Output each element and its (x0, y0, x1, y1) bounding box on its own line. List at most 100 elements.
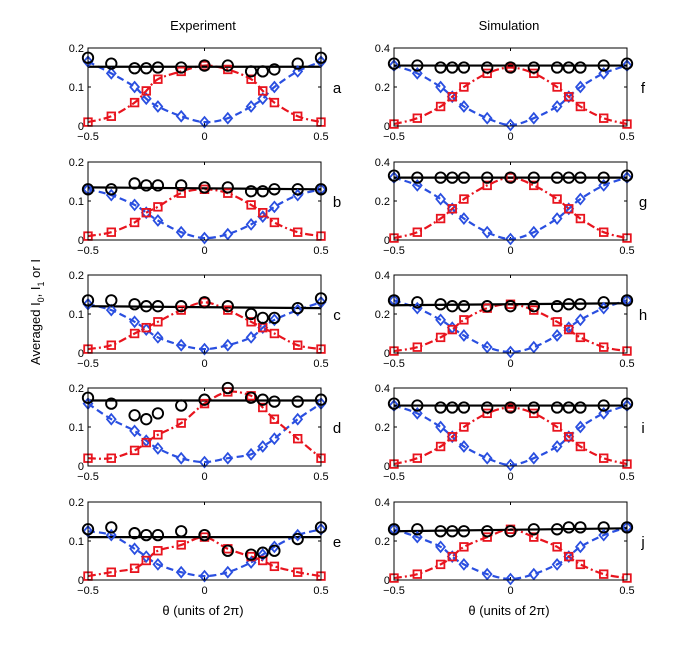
marker-I1 (245, 100, 257, 113)
fit-line-I (88, 186, 321, 191)
panel-letter: h (639, 307, 647, 324)
plot-area (88, 390, 321, 464)
column-title-experiment: Experiment (170, 18, 236, 33)
marker-I0 (459, 82, 469, 92)
marker-I0 (292, 433, 303, 444)
marker-I (550, 171, 564, 184)
y-axis-label-sub0: 0 (36, 297, 46, 302)
y-tick-label: 0 (384, 575, 390, 587)
axes-frame (87, 47, 322, 127)
marker-I (446, 525, 459, 538)
marker-I1 (563, 550, 575, 563)
marker-I1 (105, 303, 117, 317)
marker-I0 (153, 317, 163, 327)
column-title-simulation: Simulation (479, 18, 540, 33)
marker-I1 (598, 406, 610, 420)
y-tick-label: 0 (78, 121, 84, 133)
marker-I (175, 525, 188, 538)
x-axis-label-left: θ (units of 2π) (162, 603, 243, 618)
marker-I1 (528, 567, 540, 581)
marker-I0 (153, 430, 163, 440)
y-axis-label-sub1: 1 (36, 281, 46, 286)
marker-I0 (153, 74, 163, 84)
plot-area (394, 64, 627, 126)
y-tick-label: 0.2 (375, 422, 390, 434)
marker-I1 (292, 412, 304, 426)
marker-I (574, 171, 587, 184)
marker-I (562, 521, 575, 534)
marker-I1 (505, 232, 516, 246)
marker-I (504, 300, 517, 313)
x-tick-label: 0.5 (313, 358, 328, 370)
marker-I (527, 61, 540, 74)
marker-I0 (258, 402, 268, 413)
axes-frame (87, 161, 322, 241)
x-tick-label: 0 (507, 131, 513, 143)
fit-curve-I0 (88, 64, 321, 124)
y-tick-label: 0.2 (375, 82, 390, 94)
marker-I (175, 179, 188, 192)
fit-line-I (394, 527, 627, 533)
marker-I0 (435, 559, 446, 570)
marker-I0 (292, 227, 303, 237)
marker-I0 (482, 68, 492, 79)
marker-I1 (563, 430, 575, 444)
marker-I1 (199, 231, 210, 245)
marker-I (151, 529, 165, 542)
marker-I1 (129, 542, 141, 556)
marker-I0 (176, 540, 186, 550)
marker-I (434, 401, 447, 414)
marker-I0 (447, 204, 457, 214)
marker-I0 (599, 113, 609, 123)
fit-curve-I1 (88, 60, 321, 124)
axes-frame (87, 387, 322, 467)
marker-I (550, 401, 564, 414)
y-tick-label: 0 (78, 575, 84, 587)
marker-I (411, 523, 424, 536)
marker-I (198, 59, 211, 72)
marker-I (411, 399, 424, 412)
fit-line-I (394, 302, 627, 307)
marker-I1 (152, 442, 164, 455)
marker-I (527, 171, 540, 184)
marker-I0 (459, 542, 469, 552)
marker-I1 (458, 558, 470, 571)
marker-I (105, 397, 118, 410)
marker-I (446, 401, 459, 414)
marker-I0 (564, 204, 574, 214)
marker-I1 (551, 558, 563, 571)
marker-I0 (141, 322, 151, 333)
marker-I0 (564, 551, 574, 562)
marker-I0 (447, 551, 457, 562)
marker-I (140, 529, 153, 542)
marker-I0 (564, 324, 574, 335)
marker-I (151, 407, 165, 420)
marker-I1 (551, 440, 563, 453)
x-tick-label: 0 (201, 585, 207, 597)
marker-I1 (105, 528, 117, 542)
marker-I0 (529, 68, 539, 79)
marker-I0 (447, 324, 457, 335)
marker-I0 (552, 82, 562, 92)
marker-I1 (199, 569, 210, 583)
marker-I (574, 401, 587, 414)
marker-I (481, 525, 494, 538)
marker-I (256, 393, 269, 406)
marker-I (597, 521, 610, 534)
marker-I1 (411, 179, 423, 192)
marker-I1 (411, 406, 423, 420)
x-tick-label: −0.5 (383, 358, 405, 370)
marker-I (550, 523, 564, 536)
marker-I (574, 61, 587, 74)
marker-I (256, 65, 269, 78)
marker-I (198, 529, 211, 542)
marker-I (140, 62, 153, 75)
marker-I (198, 296, 211, 309)
fit-curve-I1 (88, 402, 321, 464)
marker-I0 (129, 328, 140, 339)
marker-I0 (269, 561, 280, 572)
marker-I0 (552, 317, 562, 327)
y-tick-label: 0.4 (375, 383, 390, 395)
marker-I (268, 63, 281, 76)
marker-I (504, 61, 517, 74)
